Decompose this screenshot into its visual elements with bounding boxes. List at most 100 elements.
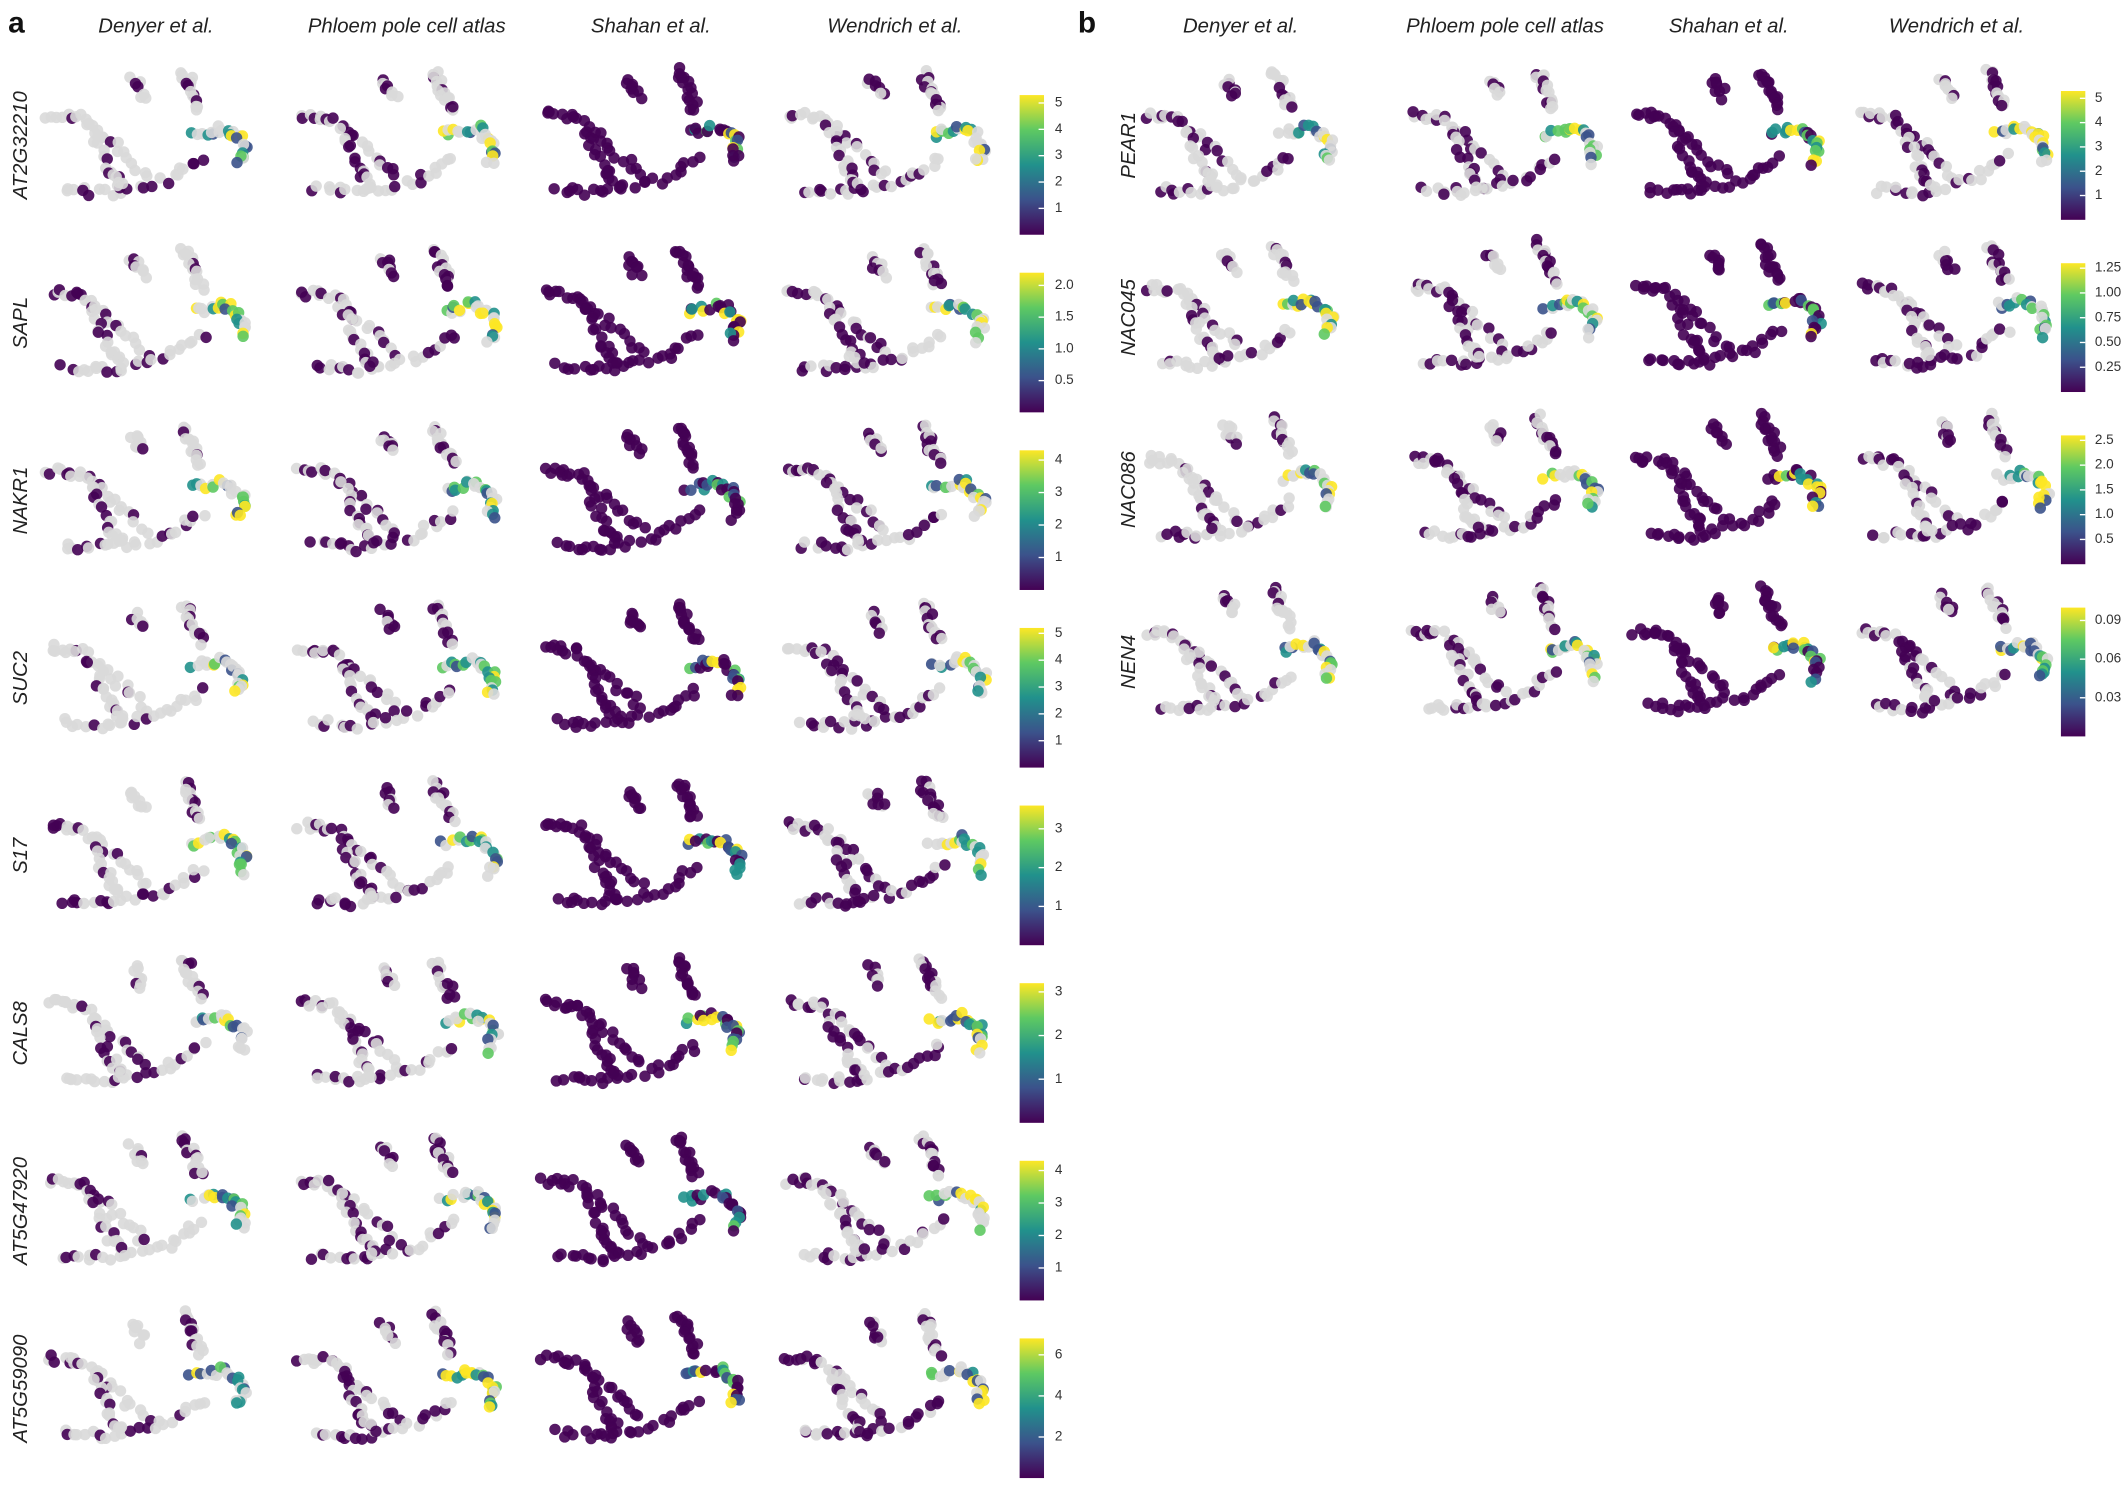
cell-point (799, 106, 811, 119)
cell-point (798, 536, 811, 548)
cell-point (104, 1031, 116, 1043)
umap-plot (1630, 238, 1827, 371)
cell-point (76, 1000, 88, 1012)
colorbar-tick-label: 4 (1055, 652, 1063, 667)
cell-point (1923, 349, 1935, 362)
cell-point (322, 1174, 335, 1187)
cell-point (725, 689, 738, 701)
cell-point (672, 342, 684, 355)
cell-point (229, 685, 241, 697)
umap-plot (1410, 233, 1603, 371)
cell-point (104, 496, 116, 508)
cell-point (370, 1425, 382, 1437)
cell-point (918, 164, 930, 176)
cell-point (855, 183, 867, 196)
cell-point (1551, 278, 1563, 290)
cell-point (586, 313, 598, 325)
cell-point (642, 357, 655, 369)
cell-point (472, 1015, 484, 1027)
cell-point (1537, 303, 1549, 315)
cell-point (1460, 358, 1472, 371)
cell-point (633, 802, 645, 814)
cell-point (1929, 496, 1942, 508)
cell-point (387, 444, 399, 456)
cell-point (447, 505, 459, 517)
cell-point (607, 1067, 620, 1080)
cell-point (323, 997, 335, 1010)
cell-point (488, 688, 500, 700)
umap-plot (295, 1132, 501, 1265)
cell-point (135, 1155, 147, 1167)
colorbar-tick-label: 0.50 (2095, 334, 2121, 349)
cell-point (627, 518, 640, 530)
cell-point (1225, 90, 1238, 102)
cell-point (392, 90, 404, 103)
cell-point (693, 633, 705, 646)
cell-point (43, 468, 56, 480)
cell-point (1545, 327, 1557, 339)
umap-plot (1144, 411, 1338, 544)
cell-point (972, 685, 984, 697)
cell-point (595, 502, 608, 514)
colorbar-tick-label: 3 (1055, 820, 1063, 835)
cell-point (1466, 305, 1479, 318)
cell-point (231, 156, 243, 169)
cell-point (969, 336, 982, 349)
cell-point (880, 272, 893, 284)
cell-point (608, 152, 620, 164)
cell-point (400, 1417, 413, 1429)
cell-point (852, 853, 865, 865)
cell-point (694, 151, 706, 164)
cell-point (202, 832, 215, 844)
cell-point (461, 126, 474, 138)
cell-point (2036, 331, 2049, 344)
cell-point (810, 892, 822, 904)
umap-plot (39, 421, 251, 556)
cell-point (563, 540, 576, 553)
cell-point (371, 686, 384, 699)
cell-point (1284, 327, 1296, 339)
cell-point (141, 170, 153, 182)
cell-point (87, 1196, 99, 1209)
cell-point (687, 1039, 699, 1051)
cell-point (676, 1043, 688, 1056)
umap-plot (1855, 63, 2054, 202)
cell-point (975, 869, 987, 881)
cell-point (638, 877, 651, 889)
cell-point (1673, 531, 1685, 543)
cell-point (137, 443, 149, 455)
umap-plot (785, 953, 988, 1090)
cell-point (194, 458, 206, 470)
cell-point (874, 87, 887, 100)
cell-point (411, 710, 424, 722)
cell-point (932, 1169, 945, 1182)
cell-point (917, 1228, 929, 1240)
colorbar-tick-label: 1.25 (2095, 260, 2121, 275)
cell-point (168, 1234, 180, 1246)
umap-plot (1631, 68, 1825, 200)
cell-point (365, 1071, 377, 1083)
cell-point (885, 180, 898, 193)
colorbar-tick-label: 5 (2095, 90, 2103, 105)
column-header: Denyer et al. (98, 16, 213, 38)
cell-point (335, 832, 347, 845)
cell-point (578, 189, 591, 201)
cell-point (1924, 179, 1937, 191)
cell-point (689, 835, 702, 847)
cell-point (1241, 521, 1253, 533)
cell-point (725, 1396, 737, 1409)
cell-point (306, 466, 318, 478)
cell-point (1161, 285, 1173, 297)
cell-point (896, 352, 908, 365)
cell-point (1752, 515, 1765, 527)
cell-point (873, 627, 885, 639)
cell-point (130, 539, 142, 551)
cell-point (78, 897, 90, 910)
cell-point (625, 153, 638, 166)
cell-point (553, 285, 565, 298)
cell-point (935, 457, 947, 469)
cell-point (851, 141, 863, 153)
cell-point (327, 112, 339, 124)
cell-point (1445, 354, 1458, 366)
umap-plot (782, 419, 992, 557)
